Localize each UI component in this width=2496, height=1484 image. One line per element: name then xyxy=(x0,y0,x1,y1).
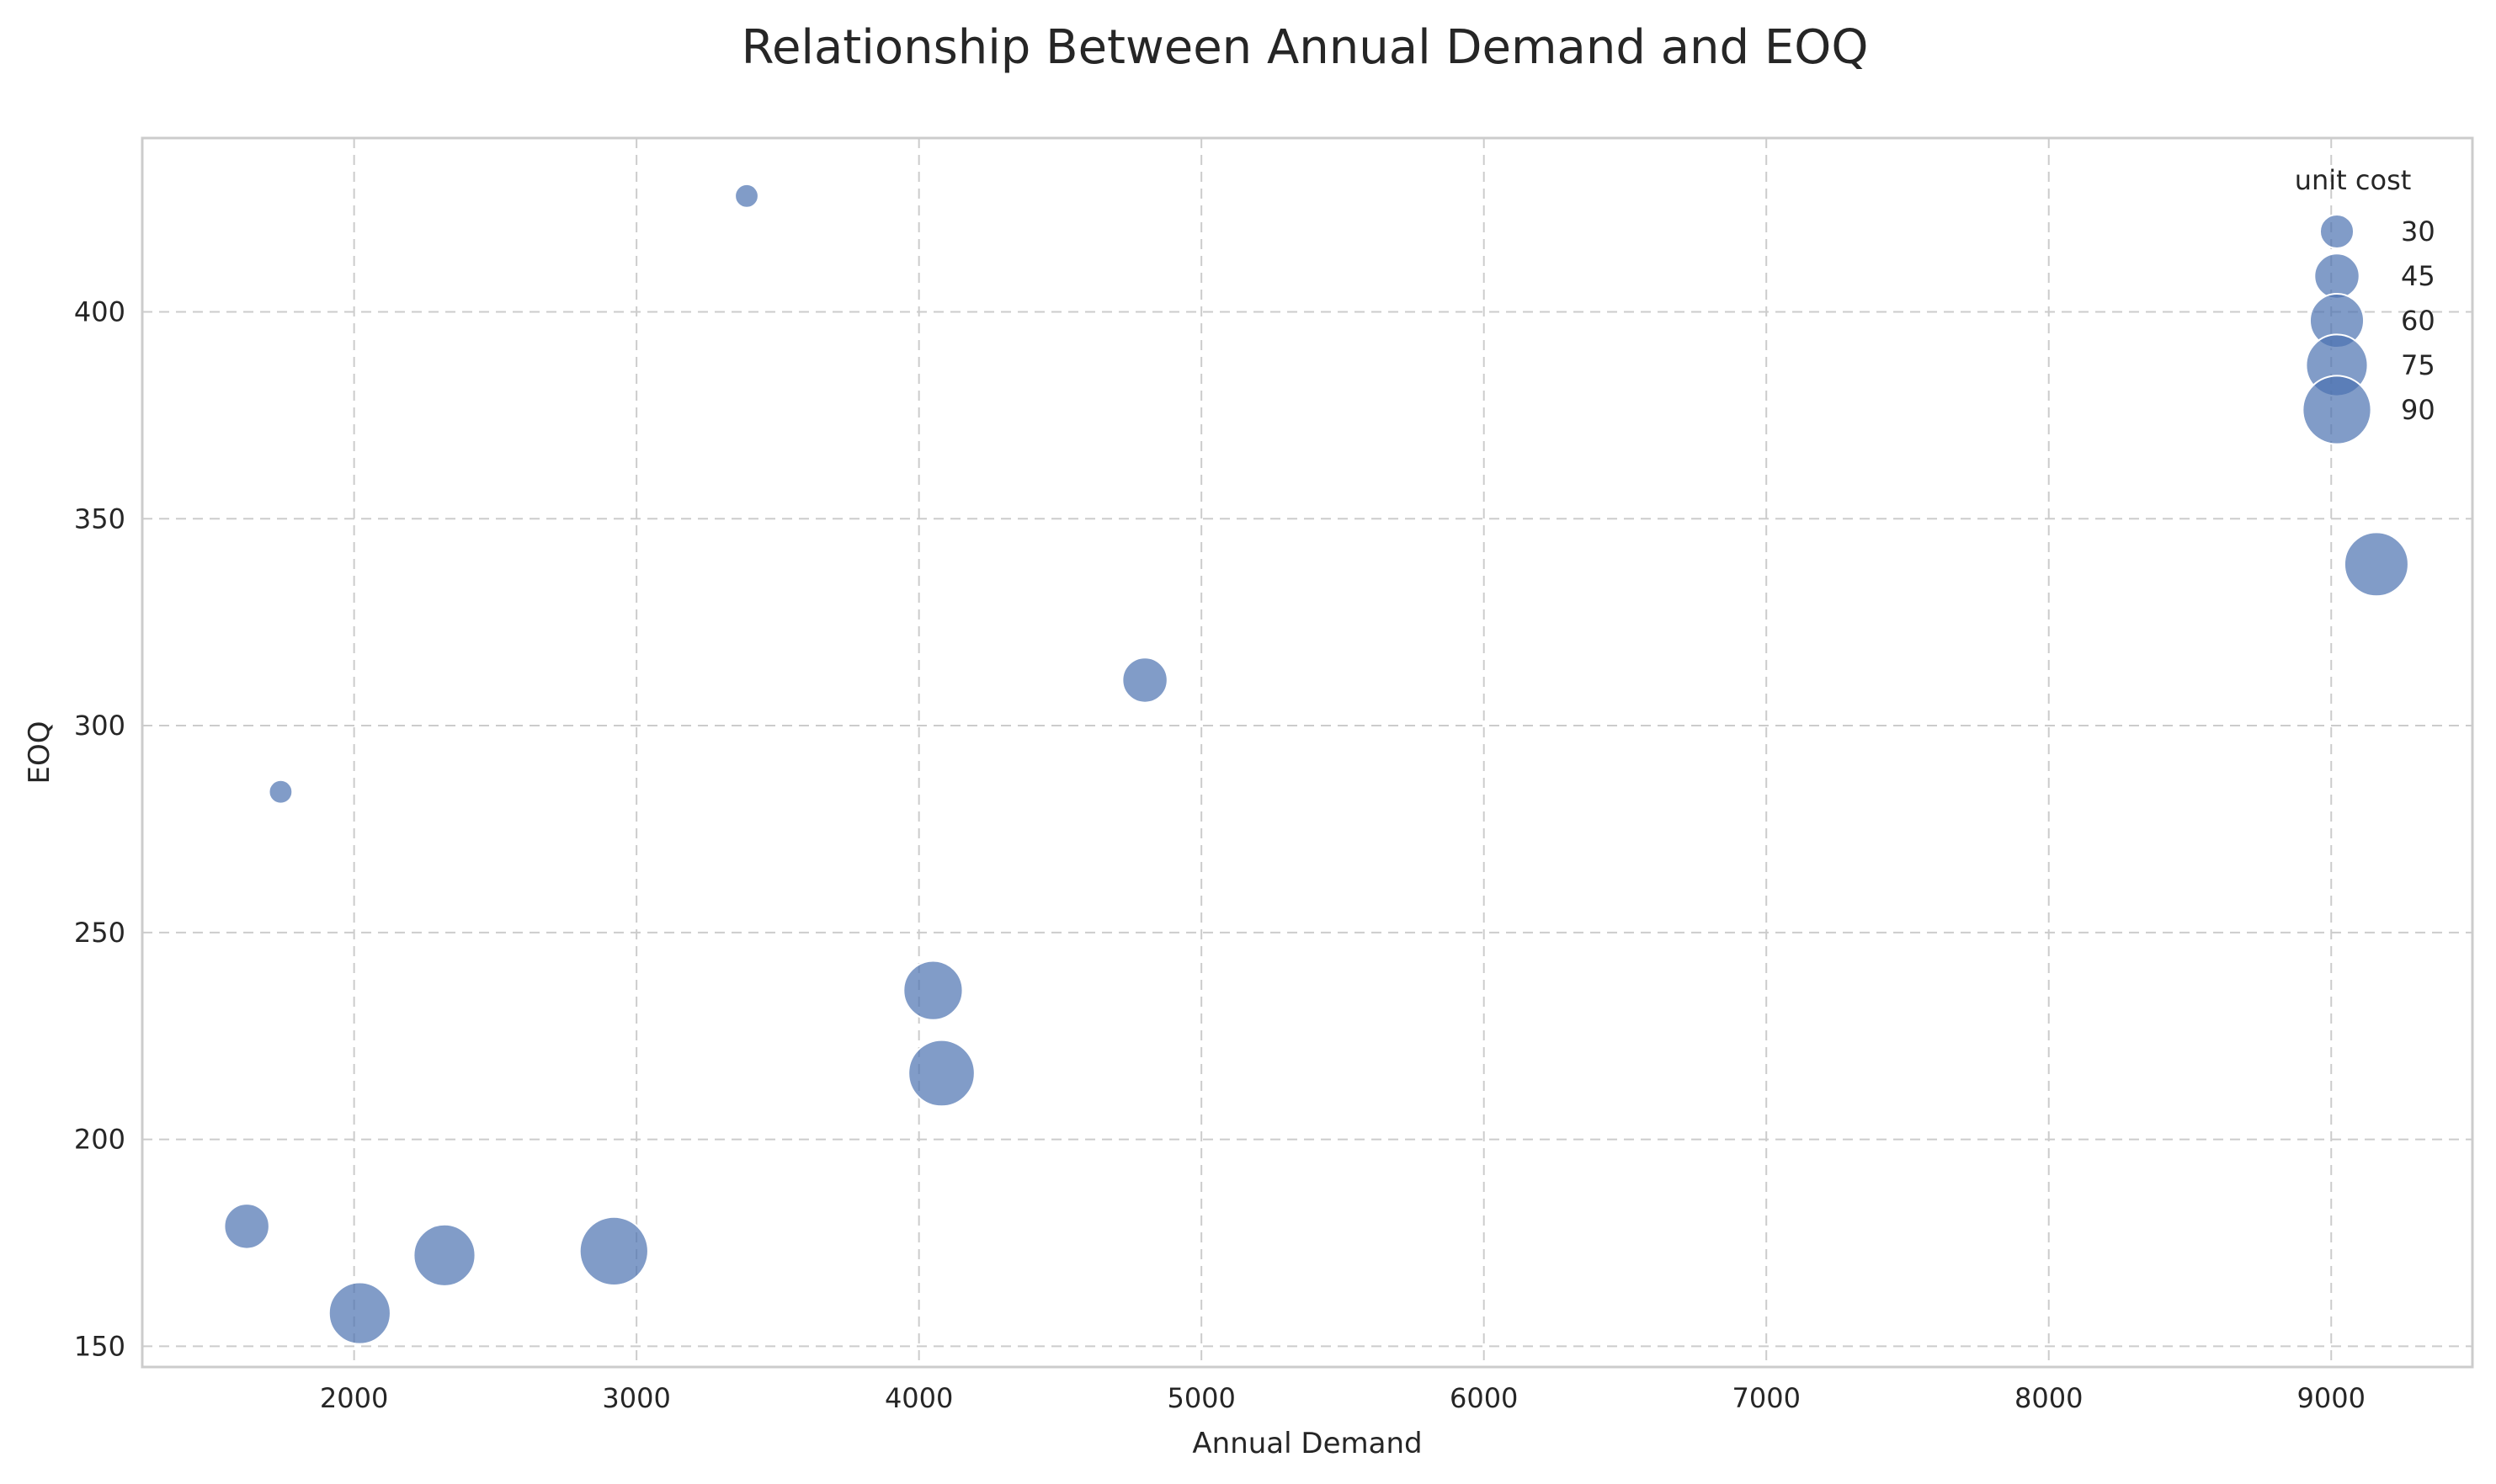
y-tick-label: 150 xyxy=(74,1330,125,1362)
data-points xyxy=(223,183,2409,1345)
scatter-point xyxy=(412,1223,476,1287)
x-tick-label: 2000 xyxy=(320,1382,388,1414)
x-tick-label: 5000 xyxy=(1167,1382,1235,1414)
legend-label: 75 xyxy=(2401,349,2435,381)
scatter-point xyxy=(1121,657,1168,704)
y-tick-label: 250 xyxy=(74,917,125,949)
legend-label: 45 xyxy=(2401,260,2435,292)
y-tick-label: 400 xyxy=(74,295,125,327)
scatter-point xyxy=(2343,531,2409,598)
legend-marker xyxy=(2302,375,2372,445)
scatter-point xyxy=(902,960,964,1021)
y-tick-label: 300 xyxy=(74,710,125,742)
size-legend: unit cost 30 45 60 75 90 xyxy=(2295,164,2435,445)
scatter-point xyxy=(907,1039,976,1108)
legend-label: 90 xyxy=(2401,394,2435,426)
y-axis-label: EOQ xyxy=(23,721,56,784)
scatter-point xyxy=(223,1203,270,1250)
legend-title: unit cost xyxy=(2295,164,2412,196)
x-tick-label: 3000 xyxy=(602,1382,670,1414)
x-tick-label: 7000 xyxy=(1732,1382,1800,1414)
x-axis-label: Annual Demand xyxy=(1192,1427,1422,1460)
axis-ticks: 2000 3000 4000 5000 6000 7000 8000 9000 150 200 25… xyxy=(74,295,2366,1414)
legend-label: 30 xyxy=(2401,215,2435,247)
x-tick-label: 9000 xyxy=(2297,1382,2366,1414)
x-tick-label: 8000 xyxy=(2014,1382,2083,1414)
x-tick-label: 6000 xyxy=(1450,1382,1518,1414)
scatter-point xyxy=(734,183,759,209)
y-tick-label: 350 xyxy=(74,503,125,535)
legend-marker xyxy=(2318,213,2355,250)
plot-frame xyxy=(141,136,2474,1369)
x-tick-label: 4000 xyxy=(885,1382,953,1414)
grid-lines xyxy=(142,138,2472,1367)
y-tick-label: 200 xyxy=(74,1124,125,1156)
chart-title: Relationship Between Annual Demand and E… xyxy=(742,20,1869,75)
scatter-point xyxy=(268,779,294,805)
legend-label: 60 xyxy=(2401,305,2435,337)
legend-marker xyxy=(2313,253,2360,300)
scatter-point xyxy=(578,1215,649,1286)
scatter-point xyxy=(327,1281,391,1345)
